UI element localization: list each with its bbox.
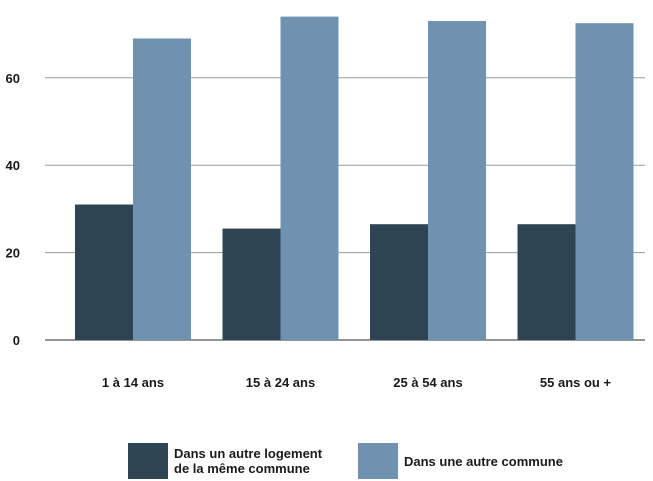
legend-label-same-commune: Dans un autre logement de la même commun…	[174, 446, 322, 476]
x-category-label: 55 ans ou +	[540, 375, 612, 390]
bar-series-2-category-2	[280, 16, 339, 341]
legend-swatch-other-commune	[358, 443, 398, 479]
legend-label-other-commune: Dans une autre commune	[404, 453, 563, 469]
bar-series-1-category-4	[517, 224, 576, 340]
legend-item-other-commune: Dans une autre commune	[358, 443, 563, 479]
y-tick-label: 40	[6, 158, 20, 173]
legend-label-line-1: Dans un autre logement	[174, 446, 323, 461]
bar-series-1-category-2	[222, 228, 281, 340]
y-tick-label: 20	[6, 246, 20, 261]
x-category-label: 25 à 54 ans	[393, 375, 462, 390]
x-category-label: 1 à 14 ans	[102, 375, 164, 390]
bar-series-1-category-1	[75, 204, 133, 340]
bar-series-2-category-1	[133, 38, 191, 340]
bar-series-2-category-4	[575, 23, 634, 341]
bar-series-1-category-3	[370, 224, 428, 340]
legend-label-line-2: de la même commune	[174, 461, 310, 476]
bars	[75, 16, 634, 341]
x-axis-labels: 1 à 14 ans 15 à 24 ans 25 à 54 ans 55 ans o…	[102, 375, 612, 390]
y-tick-label: 0	[13, 333, 20, 348]
x-category-label: 15 à 24 ans	[246, 375, 315, 390]
legend-swatch-same-commune	[128, 443, 168, 479]
bar-series-2-category-3	[428, 20, 486, 341]
legend: Dans un autre logement de la même commun…	[128, 443, 598, 479]
y-tick-label: 60	[6, 71, 20, 86]
legend-item-same-commune: Dans un autre logement de la même commun…	[128, 443, 322, 479]
y-axis-ticks: 0 20 40 60	[6, 71, 20, 348]
